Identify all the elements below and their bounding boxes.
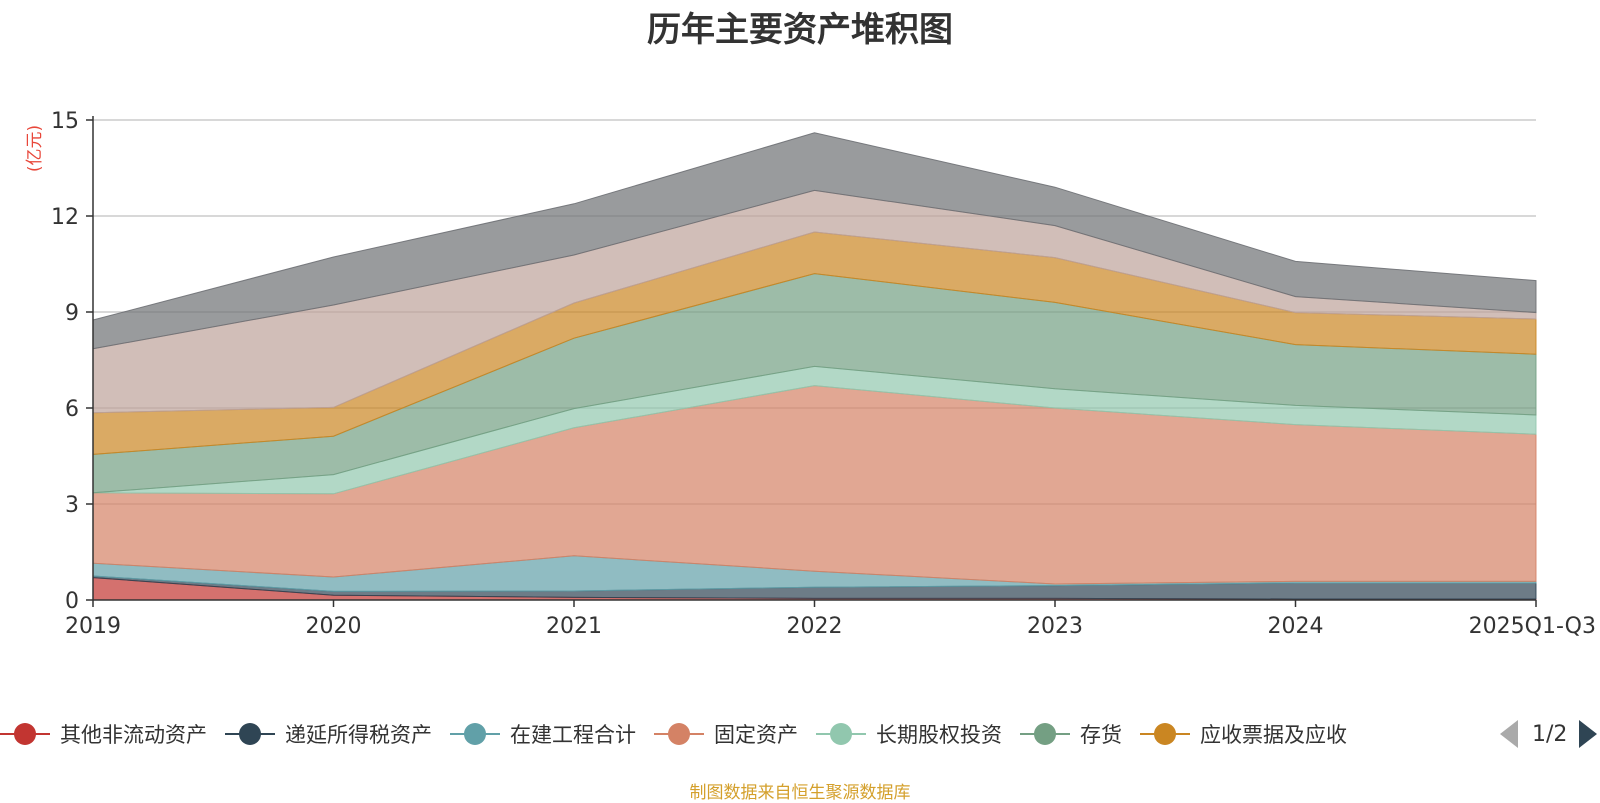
legend-next-page-icon[interactable] bbox=[1579, 720, 1598, 748]
legend-marker-icon bbox=[450, 722, 500, 746]
legend-pager: 1/2 bbox=[1500, 716, 1598, 752]
x-tick-label: 2024 bbox=[1268, 614, 1324, 639]
legend-marker-icon bbox=[1020, 722, 1070, 746]
x-tick-label: 2022 bbox=[787, 614, 843, 639]
legend-item[interactable]: 在建工程合计 bbox=[450, 719, 636, 749]
area-series-8 bbox=[92, 132, 1537, 350]
x-tick-label: 2023 bbox=[1027, 614, 1083, 639]
legend-item[interactable]: 固定资产 bbox=[654, 719, 798, 749]
y-tick-label: 9 bbox=[65, 301, 79, 326]
legend: 其他非流动资产 递延所得税资产 在建工程合计 固定资产 长期股权投资 存货 应收票据及应收 bbox=[0, 716, 1365, 752]
y-tick-label: 6 bbox=[65, 397, 79, 422]
legend-page-indicator: 1/2 bbox=[1532, 721, 1568, 747]
legend-item[interactable]: 递延所得税资产 bbox=[225, 719, 432, 749]
x-tick-label: 2025Q1-Q3 bbox=[1469, 614, 1596, 639]
legend-label: 长期股权投资 bbox=[876, 723, 1002, 747]
y-tick-label: 12 bbox=[51, 205, 79, 230]
axes: 0 3 6 9 12 15 2019 2020 2021 2022 2023 2024 2025Q1-Q… bbox=[51, 109, 1596, 639]
legend-prev-page-icon[interactable] bbox=[1500, 720, 1518, 748]
legend-marker-icon bbox=[816, 722, 866, 746]
legend-marker-icon bbox=[654, 722, 704, 746]
chart-title: 历年主要资产堆积图 bbox=[647, 10, 953, 50]
legend-label: 在建工程合计 bbox=[510, 723, 636, 747]
legend-item[interactable]: 其他非流动资产 bbox=[0, 719, 207, 749]
legend-item[interactable]: 应收票据及应收 bbox=[1140, 719, 1347, 749]
y-tick-label: 0 bbox=[65, 589, 79, 614]
legend-marker-icon bbox=[0, 722, 50, 746]
x-tick-label: 2021 bbox=[546, 614, 602, 639]
legend-label: 存货 bbox=[1080, 723, 1122, 747]
legend-marker-icon bbox=[225, 722, 275, 746]
legend-label: 其他非流动资产 bbox=[60, 723, 207, 747]
source-note: 制图数据来自恒生聚源数据库 bbox=[689, 783, 911, 803]
legend-item[interactable]: 存货 bbox=[1020, 719, 1122, 749]
y-tick-label: 15 bbox=[51, 109, 79, 134]
legend-item[interactable]: 长期股权投资 bbox=[816, 719, 1002, 749]
legend-marker-icon bbox=[1140, 722, 1190, 746]
area-series bbox=[92, 132, 1537, 601]
legend-label: 递延所得税资产 bbox=[285, 723, 432, 747]
legend-label: 应收票据及应收 bbox=[1200, 723, 1347, 747]
x-tick-label: 2019 bbox=[65, 614, 121, 639]
legend-label: 固定资产 bbox=[714, 723, 798, 747]
x-tick-label: 2020 bbox=[306, 614, 362, 639]
y-tick-label: 3 bbox=[65, 493, 79, 518]
